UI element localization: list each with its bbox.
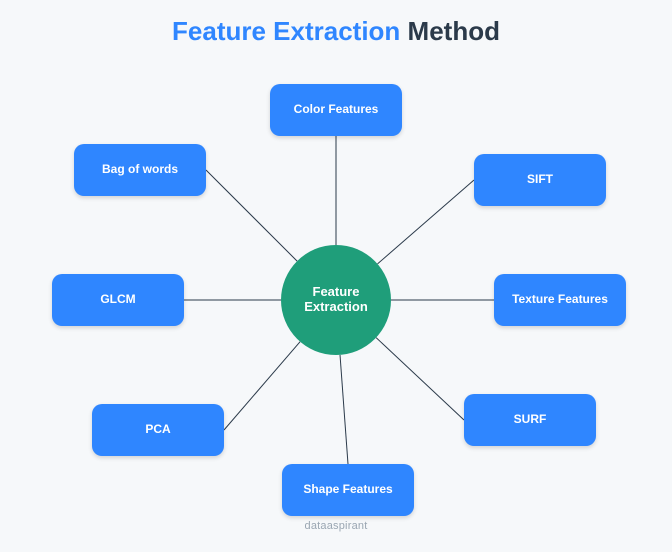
footer-credit: dataaspirant [0, 520, 672, 532]
title-accent: Feature Extraction [172, 16, 400, 46]
node-surf: SURF [464, 394, 596, 446]
node-glcm: GLCM [52, 274, 184, 326]
edge-center-pca [224, 342, 300, 430]
node-pca: PCA [92, 404, 224, 456]
page-title: Feature Extraction Method [0, 16, 672, 47]
edge-center-shape [340, 355, 348, 464]
node-center: Feature Extraction [281, 245, 391, 355]
title-rest: Method [400, 16, 500, 46]
node-color: Color Features [270, 84, 402, 136]
node-sift: SIFT [474, 154, 606, 206]
diagram-canvas: Feature Extraction Method Feature Extrac… [0, 0, 672, 552]
edge-center-surf [376, 338, 464, 420]
edge-center-bow [206, 170, 297, 261]
node-bow: Bag of words [74, 144, 206, 196]
edge-center-sift [378, 180, 474, 264]
node-texture: Texture Features [494, 274, 626, 326]
node-shape: Shape Features [282, 464, 414, 516]
